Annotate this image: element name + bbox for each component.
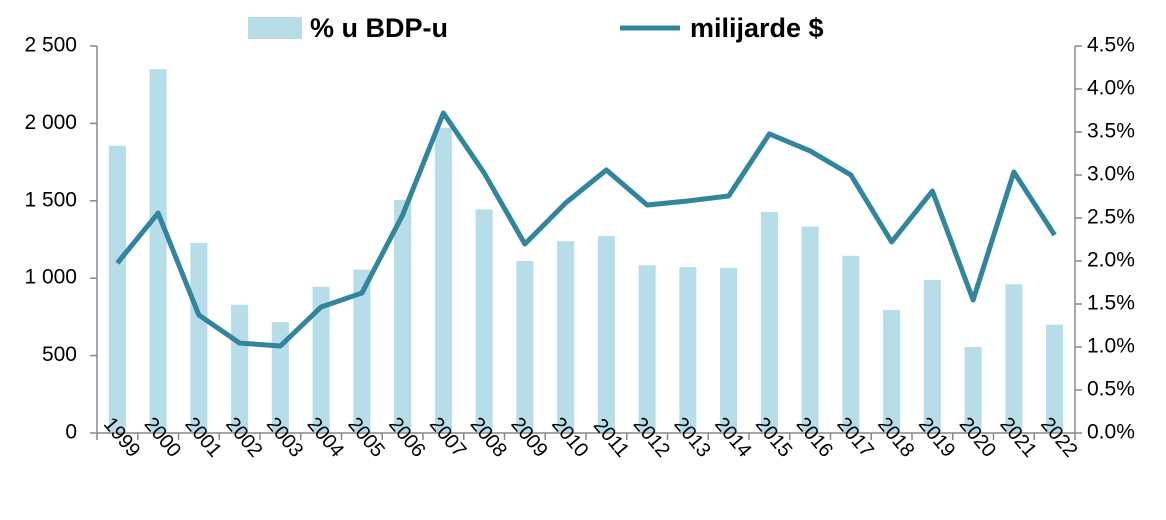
bar <box>108 145 126 433</box>
y2-tick-label: 1.5% <box>1087 292 1135 315</box>
bar <box>190 242 208 433</box>
x-tick-label: 2011 <box>589 415 634 462</box>
bar <box>394 199 412 433</box>
y2-tick-label: 3.0% <box>1087 163 1135 186</box>
line <box>115 110 1057 349</box>
bar <box>1005 284 1023 433</box>
y-tick-label: 2 500 <box>24 34 77 57</box>
bar <box>638 265 656 433</box>
legend-swatch <box>248 17 302 39</box>
bar <box>801 226 819 433</box>
y-tick-label: 1 000 <box>24 266 77 289</box>
bar <box>557 241 575 433</box>
legend-label: milijarde $ <box>690 13 824 43</box>
bar <box>883 310 901 433</box>
bar <box>597 236 615 433</box>
bar <box>1046 324 1064 433</box>
y2-tick-label: 0.5% <box>1087 378 1135 401</box>
y-tick-label: 0 <box>65 421 77 444</box>
y2-tick-label: 4.5% <box>1087 34 1135 57</box>
bar <box>271 322 289 433</box>
y2-tick-label: 4.0% <box>1087 77 1135 100</box>
legend-label: % u BDP-u <box>310 13 448 43</box>
y-tick-label: 1 500 <box>24 188 77 211</box>
bar <box>516 261 534 433</box>
bar <box>149 69 167 433</box>
bar <box>231 304 249 433</box>
bar <box>353 269 371 433</box>
y2-tick-label: 0.0% <box>1087 421 1135 444</box>
y2-tick-label: 2.5% <box>1087 206 1135 229</box>
bar <box>434 127 452 433</box>
y2-tick-label: 1.0% <box>1087 335 1135 358</box>
bar <box>312 286 330 433</box>
bar <box>923 279 941 433</box>
y2-tick-label: 3.5% <box>1087 120 1135 143</box>
y2-tick-label: 2.0% <box>1087 249 1135 272</box>
bar <box>842 255 860 433</box>
bar <box>679 267 697 433</box>
y-tick-label: 2 000 <box>24 111 77 134</box>
bar <box>720 267 738 433</box>
bar <box>964 347 982 433</box>
y-tick-label: 500 <box>42 343 77 366</box>
bar <box>760 211 778 433</box>
bar <box>475 209 493 433</box>
